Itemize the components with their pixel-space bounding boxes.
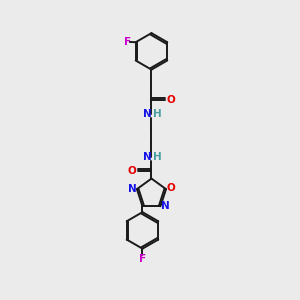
Text: H: H bbox=[153, 152, 162, 162]
Text: N: N bbox=[128, 184, 136, 194]
Text: F: F bbox=[139, 254, 146, 264]
Text: N: N bbox=[143, 110, 152, 119]
Text: H: H bbox=[153, 110, 162, 119]
Text: O: O bbox=[128, 166, 136, 176]
Text: O: O bbox=[167, 95, 175, 105]
Text: N: N bbox=[143, 152, 152, 162]
Text: F: F bbox=[124, 37, 131, 46]
Text: N: N bbox=[161, 201, 170, 211]
Text: O: O bbox=[167, 183, 176, 193]
